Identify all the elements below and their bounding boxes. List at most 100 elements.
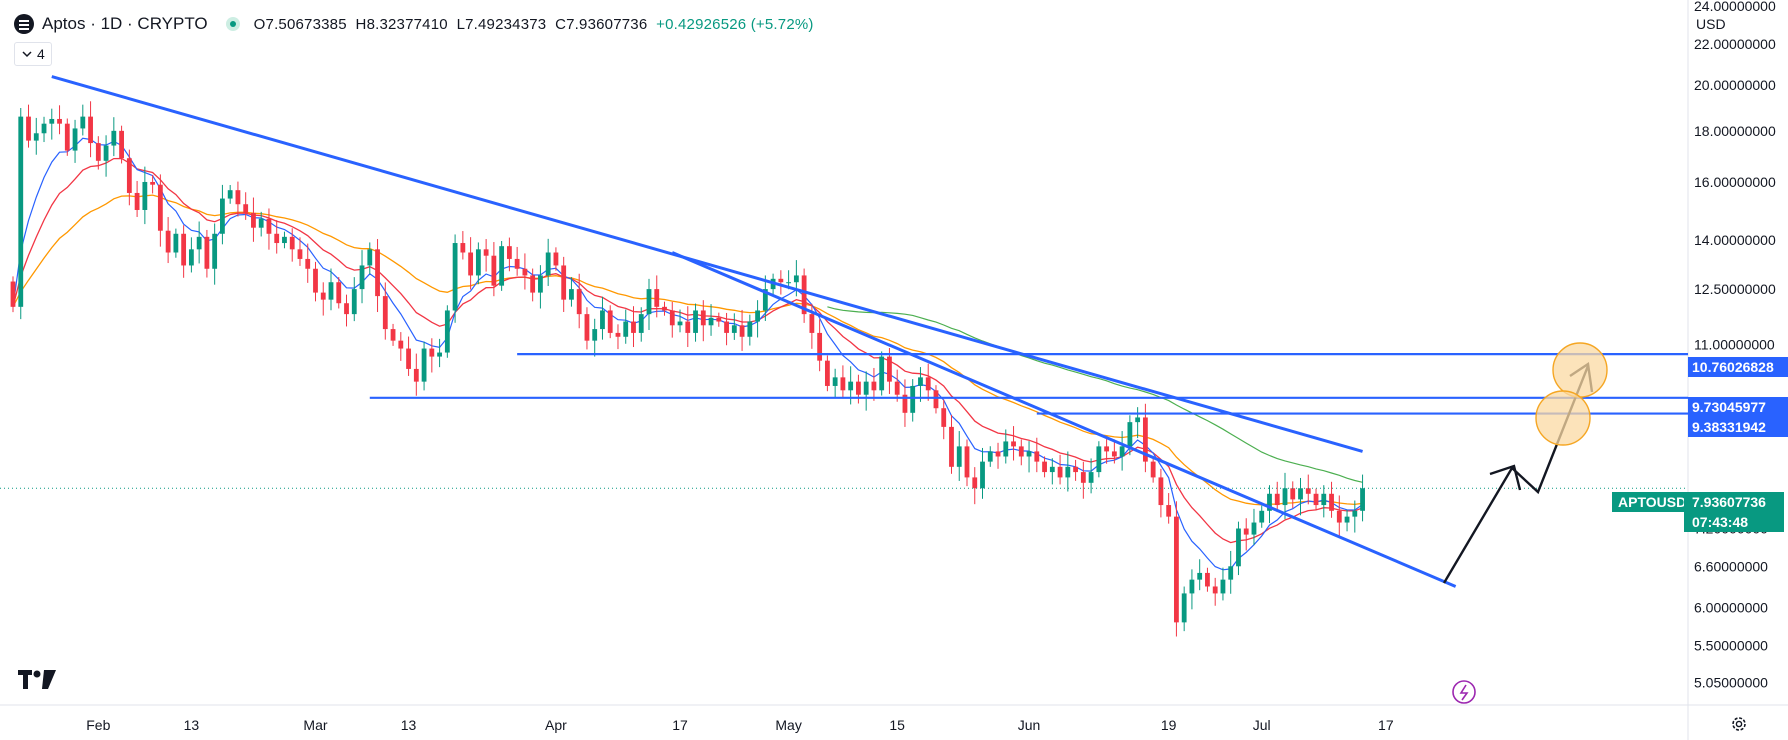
candle-body xyxy=(1166,505,1172,517)
candle-body xyxy=(251,212,256,228)
candle-body xyxy=(1259,510,1265,523)
candle-body xyxy=(1282,488,1288,506)
candle-body xyxy=(1243,528,1249,535)
candle-body xyxy=(1344,516,1350,523)
gear-icon[interactable] xyxy=(1730,715,1748,733)
candle-body xyxy=(468,252,474,276)
market-open-icon xyxy=(225,17,240,31)
candle-body xyxy=(1236,528,1241,567)
candle-body xyxy=(26,116,31,141)
candle-body xyxy=(282,236,287,244)
candle-body xyxy=(1080,472,1086,483)
candle-body xyxy=(1197,572,1203,580)
y-tick-label: 16.00000000 xyxy=(1694,174,1776,190)
candle-body xyxy=(708,317,714,326)
symbol-title[interactable]: Aptos · 1D · CRYPTO xyxy=(42,14,208,33)
candle-body xyxy=(49,118,55,124)
price-level-label: 10.76026828 xyxy=(1688,357,1788,377)
candle-body xyxy=(887,356,892,382)
target-zone-circle xyxy=(1535,390,1591,446)
candle-body xyxy=(266,218,272,234)
candle-body xyxy=(1174,516,1179,623)
candle-body xyxy=(739,325,745,337)
y-tick-label: 18.00000000 xyxy=(1694,123,1776,139)
candle-body xyxy=(1111,451,1117,457)
x-tick-label: 17 xyxy=(1378,717,1394,733)
candle-body xyxy=(57,118,62,124)
tradingview-logo-icon[interactable] xyxy=(18,670,56,690)
candle-body xyxy=(1321,493,1327,506)
candle-body xyxy=(786,282,792,284)
candle-body xyxy=(297,249,303,259)
indicators-toggle-button[interactable]: 4 xyxy=(14,42,52,66)
candle-body xyxy=(72,128,78,151)
candle-body xyxy=(165,230,171,253)
candle-body xyxy=(987,451,993,462)
candle-body xyxy=(1018,446,1024,457)
candle-body xyxy=(615,332,621,337)
candle-body xyxy=(654,289,660,307)
candle-body xyxy=(483,249,489,256)
candle-body xyxy=(817,332,823,361)
candle-body xyxy=(134,192,140,210)
current-price-box: 7.93607736 07:43:48 xyxy=(1684,492,1784,532)
candle-body xyxy=(809,314,815,333)
candle-body xyxy=(157,184,163,231)
candle-body xyxy=(1065,466,1071,478)
candle-body xyxy=(80,116,86,129)
candle-body xyxy=(902,394,908,413)
candle-body xyxy=(188,249,194,266)
candle-body xyxy=(258,218,264,228)
candle-body xyxy=(662,306,667,311)
x-tick-label: Apr xyxy=(545,717,567,733)
candle-body xyxy=(1336,510,1342,523)
candle-body xyxy=(980,461,985,489)
flash-alert-icon xyxy=(1452,680,1476,704)
candle-body xyxy=(832,377,838,386)
candle-body xyxy=(33,133,39,141)
candle-body xyxy=(173,233,179,253)
candle-body xyxy=(848,381,854,391)
candle-body xyxy=(328,282,334,300)
candle-body xyxy=(359,265,365,290)
currency-selector[interactable]: USD xyxy=(1696,16,1726,32)
candle-body xyxy=(646,289,652,315)
candle-body xyxy=(600,310,605,330)
candle-body xyxy=(731,325,737,333)
candle-body xyxy=(561,265,567,300)
x-tick-label: Mar xyxy=(303,717,327,733)
candle-body xyxy=(220,198,225,234)
candle-body xyxy=(607,310,613,333)
candle-body xyxy=(1073,466,1078,473)
candle-body xyxy=(1274,493,1280,506)
price-level-label: 9.73045977 xyxy=(1688,397,1788,417)
candle-body xyxy=(204,236,210,269)
candle-body xyxy=(677,321,683,326)
symbol-price-tag: APTOUSD xyxy=(1612,492,1693,512)
candle-body xyxy=(227,190,233,199)
candle-body xyxy=(949,426,954,467)
chevron-down-icon xyxy=(22,51,32,58)
candle-body xyxy=(1088,472,1094,483)
candle-body xyxy=(444,310,450,353)
candle-body xyxy=(1228,566,1234,580)
candle-body xyxy=(933,390,939,409)
candle-body xyxy=(103,145,109,161)
candle-body xyxy=(421,348,427,382)
candle-body xyxy=(1057,466,1063,478)
candle-body xyxy=(351,289,357,315)
candle-body xyxy=(762,289,768,311)
candle-body xyxy=(1011,441,1016,447)
candle-body xyxy=(406,348,411,369)
candle-body xyxy=(964,446,970,478)
candle-body xyxy=(1305,488,1311,494)
candle-body xyxy=(1104,446,1110,452)
candle-body xyxy=(88,116,93,144)
candle-body xyxy=(506,246,512,259)
candle-body xyxy=(724,321,729,333)
candle-body xyxy=(1049,466,1055,473)
candle-body xyxy=(64,123,70,151)
candle-body xyxy=(972,477,978,489)
moving-average-green xyxy=(827,306,1363,483)
